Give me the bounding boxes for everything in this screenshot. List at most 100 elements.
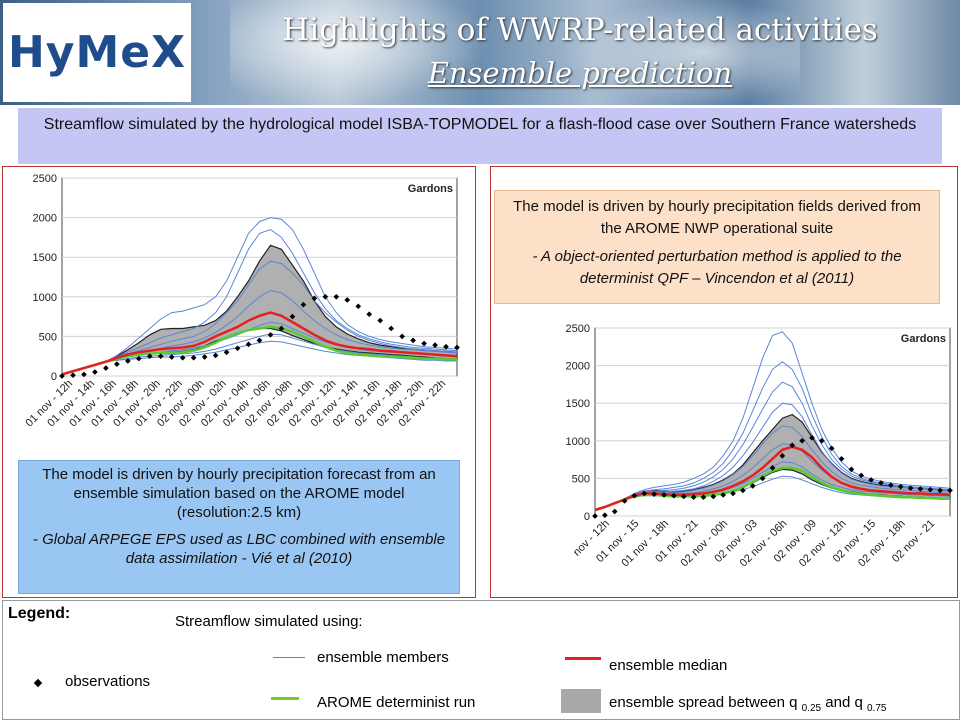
observation-point bbox=[868, 477, 874, 483]
observation-point bbox=[179, 354, 186, 361]
observation-point bbox=[377, 317, 384, 324]
observation-point bbox=[388, 325, 394, 332]
observation-point bbox=[103, 365, 109, 371]
header-banner: HyMeX Highlights of WWRP-related activit… bbox=[0, 0, 960, 105]
observation-point bbox=[838, 456, 845, 462]
spread-swatch-icon bbox=[561, 689, 601, 713]
observation-point bbox=[680, 493, 687, 500]
observation-point bbox=[399, 333, 405, 340]
observation-point bbox=[278, 325, 285, 332]
observation-point bbox=[828, 445, 835, 452]
observation-point bbox=[157, 353, 164, 360]
legend-spread-label: ensemble spread between q 0.25 and q 0.7… bbox=[609, 694, 886, 714]
observation-point bbox=[454, 344, 460, 351]
observation-point bbox=[878, 480, 884, 486]
observation-point bbox=[789, 442, 796, 449]
observation-point bbox=[300, 301, 307, 308]
observation-point bbox=[671, 492, 677, 499]
observation-point bbox=[245, 341, 252, 348]
observation-point bbox=[168, 354, 175, 360]
observation-point bbox=[769, 465, 776, 471]
median-line bbox=[61, 311, 458, 376]
observation-point bbox=[234, 345, 241, 352]
observation-point bbox=[907, 485, 914, 492]
observation-point bbox=[809, 434, 815, 441]
observation-point bbox=[888, 482, 894, 488]
y-tick-label: 2000 bbox=[566, 361, 590, 373]
observation-point bbox=[355, 303, 362, 310]
y-tick-label: 2000 bbox=[33, 213, 57, 225]
observation-point bbox=[631, 492, 638, 499]
right-description-box: The model is driven by hourly precipitat… bbox=[494, 190, 940, 304]
observation-point bbox=[421, 340, 427, 347]
observation-point bbox=[322, 293, 329, 300]
observation-point bbox=[223, 349, 230, 356]
observation-point bbox=[937, 487, 943, 494]
observation-point bbox=[366, 311, 373, 318]
y-tick-label: 0 bbox=[584, 511, 590, 523]
spread-label-and: and q bbox=[825, 694, 863, 711]
observation-point bbox=[917, 486, 924, 492]
legend-subtitle: Streamflow simulated using: bbox=[175, 613, 363, 630]
observation-point bbox=[592, 513, 598, 519]
observation-point bbox=[759, 475, 766, 482]
observation-point bbox=[125, 358, 131, 364]
legend-panel: Legend: Streamflow simulated using: ense… bbox=[2, 600, 960, 720]
observation-point bbox=[146, 353, 153, 360]
observation-point bbox=[651, 491, 657, 498]
y-tick-label: 0 bbox=[51, 371, 57, 383]
determinist-swatch-icon bbox=[271, 697, 299, 700]
legend-determinist-label: AROME determinist run bbox=[317, 694, 476, 711]
logo-text: HyMeX bbox=[7, 27, 187, 78]
observation-point bbox=[848, 466, 855, 473]
left-description-box: The model is driven by hourly precipitat… bbox=[18, 460, 460, 594]
slide-title: Highlights of WWRP-related activities bbox=[282, 12, 878, 48]
observation-point bbox=[947, 487, 953, 494]
legend-median-label: ensemble median bbox=[609, 657, 728, 674]
observation-point bbox=[289, 313, 296, 320]
right-description-line2: - A object-oriented perturbation method … bbox=[532, 248, 902, 287]
headline-box: Streamflow simulated by the hydrological… bbox=[18, 108, 942, 164]
observation-point bbox=[114, 361, 120, 367]
banner-image-decoration bbox=[230, 0, 490, 105]
spread-q1: 0.25 bbox=[801, 703, 822, 714]
observation-point bbox=[344, 297, 351, 303]
y-tick-label: 1500 bbox=[33, 252, 57, 264]
slide-subtitle: Ensemble prediction bbox=[427, 56, 733, 90]
y-tick-label: 500 bbox=[39, 331, 57, 343]
observation-point bbox=[779, 453, 786, 459]
legend-observations-label: observations bbox=[65, 673, 151, 690]
legend-title: Legend: bbox=[8, 605, 71, 622]
y-tick-label: 1000 bbox=[566, 436, 590, 448]
observation-point bbox=[201, 354, 208, 360]
y-tick-label: 2500 bbox=[566, 323, 590, 335]
left-description-line1: The model is driven by hourly precipitat… bbox=[42, 466, 436, 521]
observation-point bbox=[432, 342, 438, 348]
observation-diamond-icon bbox=[33, 678, 43, 688]
left-panel-frame bbox=[2, 166, 476, 598]
hymex-logo: HyMeX bbox=[3, 3, 191, 102]
observation-point bbox=[897, 483, 904, 490]
observation-point bbox=[311, 295, 318, 302]
observation-point bbox=[212, 352, 219, 359]
observation-point bbox=[927, 486, 934, 493]
members-swatch-icon bbox=[273, 657, 305, 658]
y-tick-label: 2500 bbox=[33, 173, 57, 185]
chart-title: Gardons bbox=[901, 333, 946, 345]
legend-members-label: ensemble members bbox=[317, 649, 449, 666]
observation-point bbox=[690, 494, 697, 501]
observation-point bbox=[256, 337, 263, 344]
observation-point bbox=[410, 337, 416, 344]
chart-title: Gardons bbox=[408, 183, 453, 195]
observation-point bbox=[443, 343, 449, 350]
observation-point bbox=[333, 293, 340, 300]
y-tick-label: 1000 bbox=[33, 292, 57, 304]
y-tick-label: 1500 bbox=[566, 398, 590, 410]
observation-point bbox=[135, 355, 142, 362]
banner-image-decoration bbox=[560, 0, 800, 105]
median-swatch-icon bbox=[565, 657, 601, 660]
observation-point bbox=[92, 369, 98, 375]
observation-point bbox=[267, 331, 274, 338]
observation-point bbox=[70, 372, 76, 379]
